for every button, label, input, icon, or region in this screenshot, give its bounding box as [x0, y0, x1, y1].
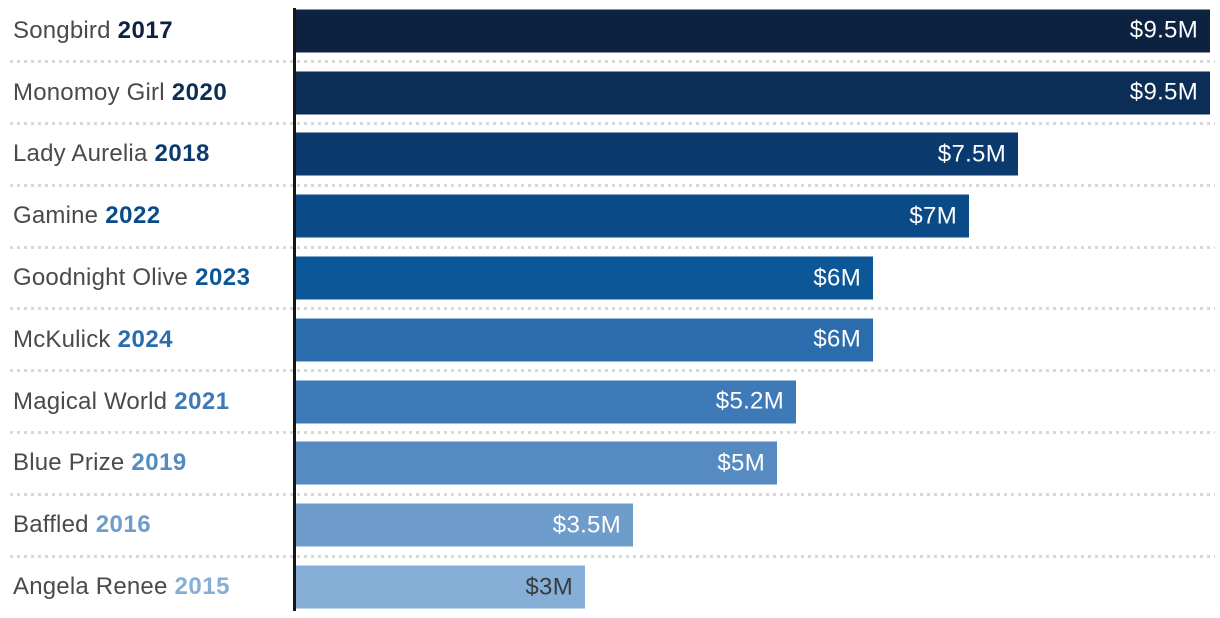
- chart-row: Goodnight Olive 2023 $6M: [0, 247, 1220, 311]
- chart-row: Gamine 2022 $7M: [0, 185, 1220, 249]
- value-bar: $5M: [296, 441, 777, 485]
- chart-row: Angela Renee 2015 $3M: [0, 556, 1220, 618]
- year-label: 2022: [105, 202, 161, 230]
- horse-name: Magical World: [13, 387, 168, 415]
- horse-name: Monomoy Girl: [13, 78, 165, 106]
- value-bar: $6M: [296, 318, 873, 362]
- year-label: 2018: [154, 140, 210, 168]
- value-label: $6M: [813, 264, 861, 292]
- row-label: McKulick 2024: [13, 326, 173, 354]
- row-label: Songbird 2017: [13, 17, 173, 45]
- horse-name: McKulick: [13, 325, 111, 353]
- year-label: 2021: [174, 387, 230, 415]
- row-label: Blue Prize 2019: [13, 449, 187, 477]
- row-divider: [10, 307, 1215, 311]
- row-label: Angela Renee 2015: [13, 573, 230, 601]
- value-label: $7M: [909, 202, 957, 230]
- horse-name: Goodnight Olive: [13, 264, 189, 292]
- value-label: $7.5M: [937, 140, 1006, 168]
- chart-row: Magical World 2021 $5.2M: [0, 371, 1220, 435]
- value-label: $6M: [813, 325, 861, 353]
- horse-name: Gamine: [13, 202, 99, 230]
- value-bar: $9.5M: [296, 9, 1210, 53]
- chart-row: Blue Prize 2019 $5M: [0, 433, 1220, 496]
- row-divider: [10, 554, 1215, 558]
- row-divider: [10, 60, 1215, 64]
- row-divider: [10, 492, 1215, 496]
- row-divider: [10, 431, 1215, 435]
- chart-row: Lady Aurelia 2018 $7.5M: [0, 124, 1220, 187]
- chart-row: Monomoy Girl 2020 $9.5M: [0, 62, 1220, 126]
- year-label: 2023: [195, 264, 251, 292]
- row-divider: [10, 369, 1215, 373]
- value-label: $3M: [525, 573, 573, 601]
- row-label: Magical World 2021: [13, 388, 230, 416]
- value-bar: $7M: [296, 194, 969, 238]
- row-divider: [10, 122, 1215, 126]
- value-bar: $5.2M: [296, 380, 796, 424]
- year-label: 2020: [171, 78, 228, 106]
- horse-name: Songbird: [13, 16, 111, 44]
- value-bar: $3.5M: [296, 503, 633, 547]
- row-label: Goodnight Olive 2023: [13, 264, 251, 292]
- row-label: Gamine 2022: [13, 202, 161, 230]
- year-label: 2019: [131, 449, 187, 477]
- value-label: $3.5M: [552, 511, 621, 539]
- y-axis-line: [293, 8, 296, 611]
- value-bar: $6M: [296, 256, 873, 300]
- horse-name: Blue Prize: [13, 449, 125, 477]
- row-label: Baffled 2016: [13, 511, 151, 539]
- value-label: $9.5M: [1129, 16, 1198, 44]
- year-label: 2016: [95, 511, 152, 539]
- chart-row: McKulick 2024 $6M: [0, 309, 1220, 373]
- row-divider: [10, 183, 1215, 187]
- year-label: 2017: [117, 16, 174, 44]
- value-label: $5.2M: [715, 387, 784, 415]
- value-label: $5M: [717, 449, 765, 477]
- row-label: Monomoy Girl 2020: [13, 79, 227, 107]
- horse-name: Baffled: [13, 511, 89, 539]
- value-bar: $3M: [296, 565, 585, 609]
- horse-name: Lady Aurelia: [13, 140, 148, 168]
- value-bar: $9.5M: [296, 71, 1210, 115]
- value-label: $9.5M: [1129, 78, 1198, 106]
- year-label: 2015: [174, 573, 230, 601]
- year-label: 2024: [117, 325, 174, 353]
- value-bar: $7.5M: [296, 132, 1018, 176]
- chart-row: Songbird 2017 $9.5M: [0, 0, 1220, 64]
- chart-row: Baffled 2016 $3.5M: [0, 494, 1220, 558]
- horse-name: Angela Renee: [13, 573, 168, 601]
- row-divider: [10, 245, 1215, 249]
- row-label: Lady Aurelia 2018: [13, 140, 210, 168]
